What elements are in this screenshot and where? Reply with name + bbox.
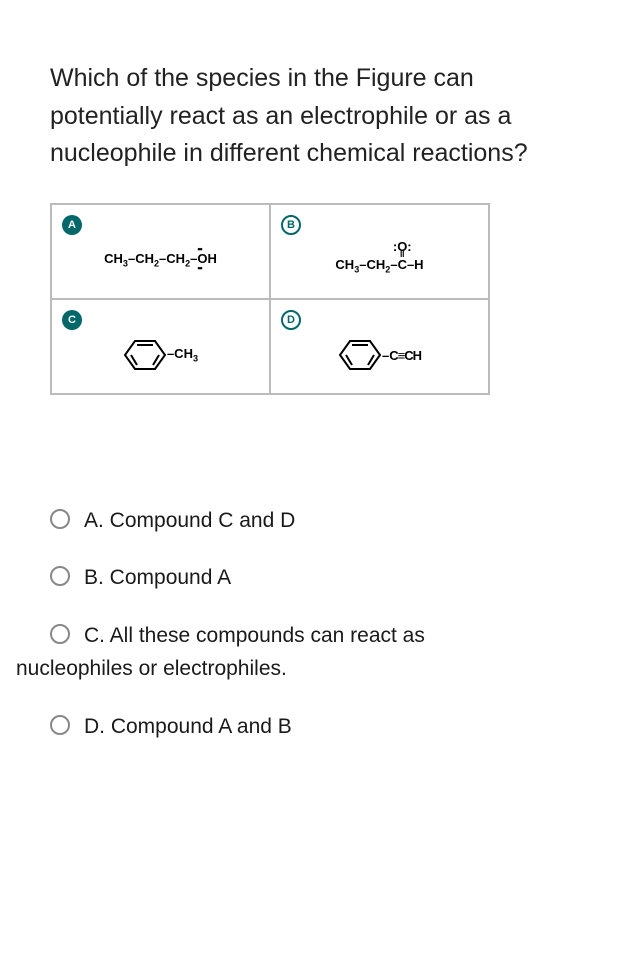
option-d-label: D. Compound A and B bbox=[84, 711, 579, 743]
radio-icon[interactable] bbox=[50, 715, 70, 735]
panel-b: B CH3–CH2–:O:‖C–H bbox=[270, 204, 489, 299]
radio-icon[interactable] bbox=[50, 509, 70, 529]
option-c[interactable]: C. All these compounds can react as nucl… bbox=[50, 620, 579, 685]
figure-grid: A CH3–CH2–CH2–••O••H B CH3–CH2–:O:‖C–H C… bbox=[50, 203, 490, 395]
formula-a: CH3–CH2–CH2–••O••H bbox=[62, 241, 259, 280]
answer-options: A. Compound C and D B. Compound A C. All… bbox=[50, 505, 579, 743]
option-b-label: B. Compound A bbox=[84, 562, 579, 594]
question-text: Which of the species in the Figure can p… bbox=[50, 60, 579, 173]
radio-icon[interactable] bbox=[50, 624, 70, 644]
radio-icon[interactable] bbox=[50, 566, 70, 586]
formula-c: –CH3 bbox=[62, 336, 259, 375]
benzene-icon bbox=[338, 337, 382, 373]
formula-b: CH3–CH2–:O:‖C–H bbox=[281, 241, 478, 280]
formula-d: –C≡CH bbox=[281, 336, 478, 375]
option-d[interactable]: D. Compound A and B bbox=[50, 711, 579, 743]
option-a[interactable]: A. Compound C and D bbox=[50, 505, 579, 537]
option-a-label: A. Compound C and D bbox=[84, 505, 579, 537]
option-c-label-line1: C. All these compounds can react as bbox=[84, 620, 579, 652]
panel-c: C –CH3 bbox=[51, 299, 270, 394]
panel-a: A CH3–CH2–CH2–••O••H bbox=[51, 204, 270, 299]
panel-letter-b: B bbox=[281, 215, 301, 235]
panel-letter-c: C bbox=[62, 310, 82, 330]
benzene-icon bbox=[123, 337, 167, 373]
panel-d: D –C≡CH bbox=[270, 299, 489, 394]
panel-letter-a: A bbox=[62, 215, 82, 235]
option-c-label-line2: nucleophiles or electrophiles. bbox=[16, 653, 545, 685]
panel-letter-d: D bbox=[281, 310, 301, 330]
option-b[interactable]: B. Compound A bbox=[50, 562, 579, 594]
